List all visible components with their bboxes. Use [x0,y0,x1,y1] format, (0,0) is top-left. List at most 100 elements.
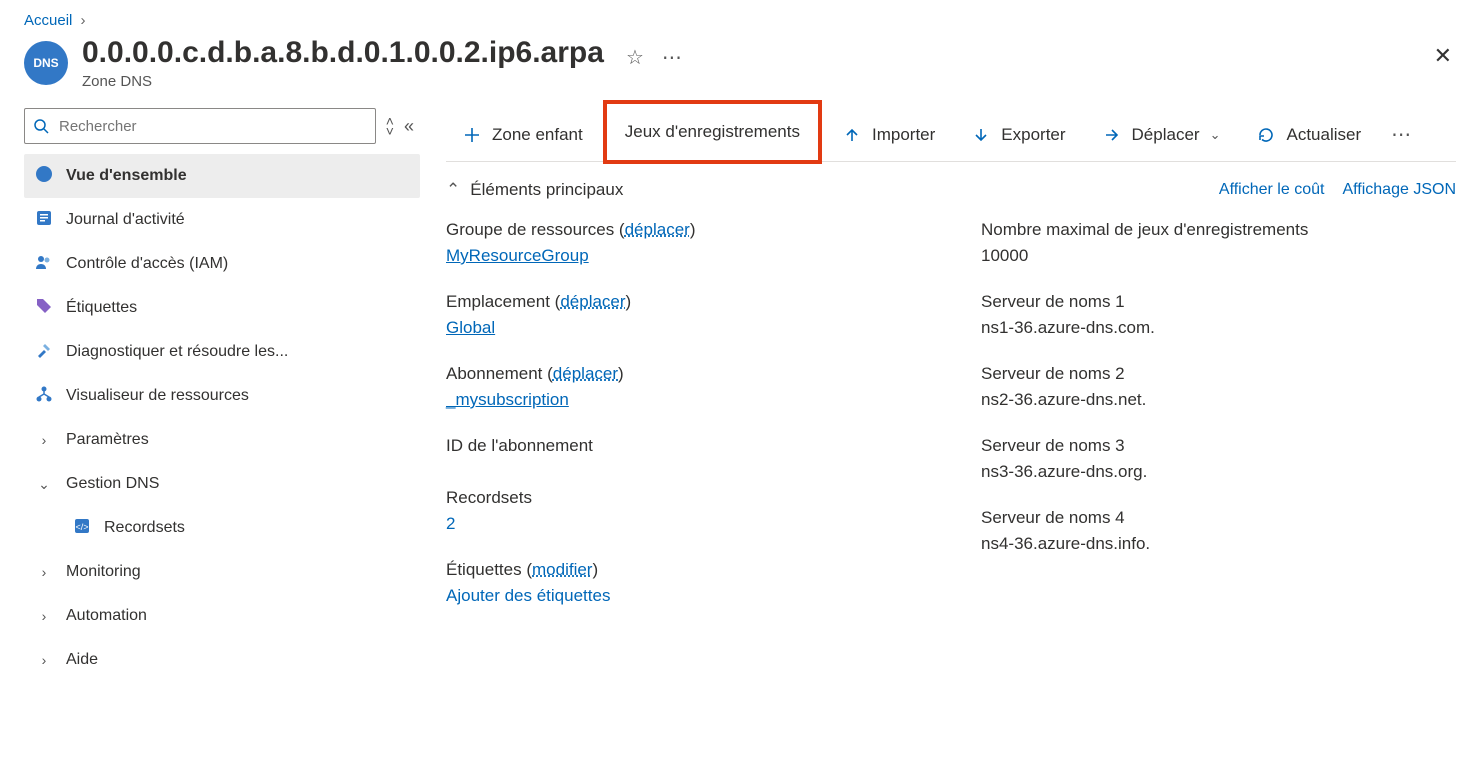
essentials-nameserver-2: Serveur de noms 2 ns2-36.azure-dns.net. [981,364,1456,410]
refresh-button[interactable]: Actualiser [1240,116,1377,154]
chevron-down-icon: ⌄ [1210,127,1221,143]
overview-icon [34,165,54,188]
export-button[interactable]: Exporter [955,116,1081,154]
move-button[interactable]: Déplacer ⌄ [1086,116,1237,154]
sub-move-link[interactable]: déplacer [553,364,618,383]
sidebar-item-diagnose[interactable]: Diagnostiquer et résoudre les... [24,330,420,374]
sidebar-item-label: Recordsets [104,519,185,537]
essentials-subscription-id: ID de l'abonnement [446,436,921,462]
rs-value-link[interactable]: 2 [446,514,455,533]
close-blade-button[interactable]: ✕ [1434,35,1456,69]
sidebar-item-tags[interactable]: Étiquettes [24,286,420,330]
essentials-recordsets: Recordsets 2 [446,488,921,534]
sidebar-item-label: Étiquettes [66,299,137,317]
ns4-label: Serveur de noms 4 [981,508,1456,528]
rg-value-link[interactable]: MyResourceGroup [446,246,589,265]
sidebar-item-label: Diagnostiquer et résoudre les... [66,343,288,361]
breadcrumb-home-link[interactable]: Accueil [24,12,72,29]
breadcrumb: Accueil › [24,12,1484,29]
sidebar-item-label: Monitoring [66,563,141,581]
button-label: Actualiser [1286,125,1361,145]
sidebar-item-settings[interactable]: › Paramètres [24,418,420,462]
essentials-heading: Éléments principaux [470,180,623,200]
tools-icon [34,341,54,364]
sidebar-item-dns-management[interactable]: ⌄ Gestion DNS [24,462,420,506]
rg-label: Groupe de ressources ( [446,220,625,239]
essentials-nameserver-3: Serveur de noms 3 ns3-36.azure-dns.org. [981,436,1456,482]
sidebar-item-monitoring[interactable]: › Monitoring [24,550,420,594]
toolbar-overflow-button[interactable]: ⋯ [1381,122,1421,147]
activity-log-icon [34,209,54,232]
chevron-right-icon: › [34,652,54,668]
loc-move-link[interactable]: déplacer [560,292,625,311]
sidebar-item-label: Aide [66,651,98,669]
sidebar-item-recordsets[interactable]: </> Recordsets [24,506,420,550]
sidebar-item-label: Gestion DNS [66,475,159,493]
sidebar-item-label: Automation [66,607,147,625]
favorite-star-icon[interactable]: ☆ [626,45,644,70]
resource-type-label: Zone DNS [82,73,604,90]
essentials-tags: Étiquettes (modifier) Ajouter des étique… [446,560,921,606]
loc-value-link[interactable]: Global [446,318,495,337]
sidebar-item-access-control[interactable]: Contrôle d'accès (IAM) [24,242,420,286]
rs-label: Recordsets [446,488,921,508]
essentials-nameserver-1: Serveur de noms 1 ns1-36.azure-dns.com. [981,292,1456,338]
arrow-up-icon [842,125,862,145]
essentials-collapse-icon[interactable]: ⌃ [446,180,460,200]
button-label: Zone enfant [492,125,583,145]
breadcrumb-separator: › [81,12,86,29]
arrow-down-icon [971,125,991,145]
essentials-resource-group: Groupe de ressources (déplacer) MyResour… [446,220,921,266]
import-button[interactable]: Importer [826,116,951,154]
sidebar-item-help[interactable]: › Aide [24,638,420,682]
tag-icon [34,297,54,320]
sidebar-search-box[interactable] [24,108,376,144]
max-label: Nombre maximal de jeux d'enregistrements [981,220,1456,240]
ns1-label: Serveur de noms 1 [981,292,1456,312]
rg-move-link[interactable]: déplacer [625,220,690,239]
ns4-value: ns4-36.azure-dns.info. [981,534,1456,554]
add-tags-link[interactable]: Ajouter des étiquettes [446,586,610,605]
child-zone-button[interactable]: Zone enfant [446,116,599,154]
view-cost-link[interactable]: Afficher le coût [1219,181,1325,199]
page-title: 0.0.0.0.c.d.b.a.8.b.d.0.1.0.0.2.ip6.arpa [82,35,604,71]
recordsets-icon: </> [72,517,92,540]
sidebar-collapse-icon[interactable]: « [404,116,414,137]
ns2-value: ns2-36.azure-dns.net. [981,390,1456,410]
chevron-down-icon: ⌄ [34,476,54,493]
record-sets-button[interactable]: Jeux d'enregistrements [603,100,822,164]
command-bar: Zone enfant Jeux d'enregistrements Impor… [446,108,1456,162]
loc-label: Emplacement ( [446,292,560,311]
tags-edit-link[interactable]: modifier [532,560,592,579]
sub-label: Abonnement ( [446,364,553,383]
sidebar-item-overview[interactable]: Vue d'ensemble [24,154,420,198]
arrow-right-icon [1102,125,1122,145]
chevron-right-icon: › [34,608,54,624]
search-icon [33,118,49,134]
subid-label: ID de l'abonnement [446,436,921,456]
sidebar-item-label: Contrôle d'accès (IAM) [66,255,228,273]
essentials-location: Emplacement (déplacer) Global [446,292,921,338]
dns-zone-icon: DNS [24,41,68,85]
chevron-right-icon: › [34,432,54,448]
sidebar-search-input[interactable] [57,117,367,136]
essentials-nameserver-4: Serveur de noms 4 ns4-36.azure-dns.info. [981,508,1456,554]
essentials-max-recordsets: Nombre maximal de jeux d'enregistrements… [981,220,1456,266]
more-actions-icon[interactable]: ⋯ [662,45,682,70]
sidebar-item-resource-visualizer[interactable]: Visualiseur de ressources [24,374,420,418]
button-label: Exporter [1001,125,1065,145]
sidebar-item-label: Journal d'activité [66,211,185,229]
sidebar-sort-icon[interactable]: ˄˅ [386,116,394,136]
sidebar-item-label: Visualiseur de ressources [66,387,249,405]
button-label: Jeux d'enregistrements [625,122,800,142]
button-label: Importer [872,125,935,145]
sidebar-item-automation[interactable]: › Automation [24,594,420,638]
sub-value-link[interactable]: _mysubscription [446,390,569,409]
json-view-link[interactable]: Affichage JSON [1342,181,1456,199]
chevron-right-icon: › [34,564,54,580]
sidebar-item-activity-log[interactable]: Journal d'activité [24,198,420,242]
plus-icon [462,125,482,145]
svg-text:</>: </> [75,522,88,532]
button-label: Déplacer [1132,125,1200,145]
people-icon [34,253,54,276]
